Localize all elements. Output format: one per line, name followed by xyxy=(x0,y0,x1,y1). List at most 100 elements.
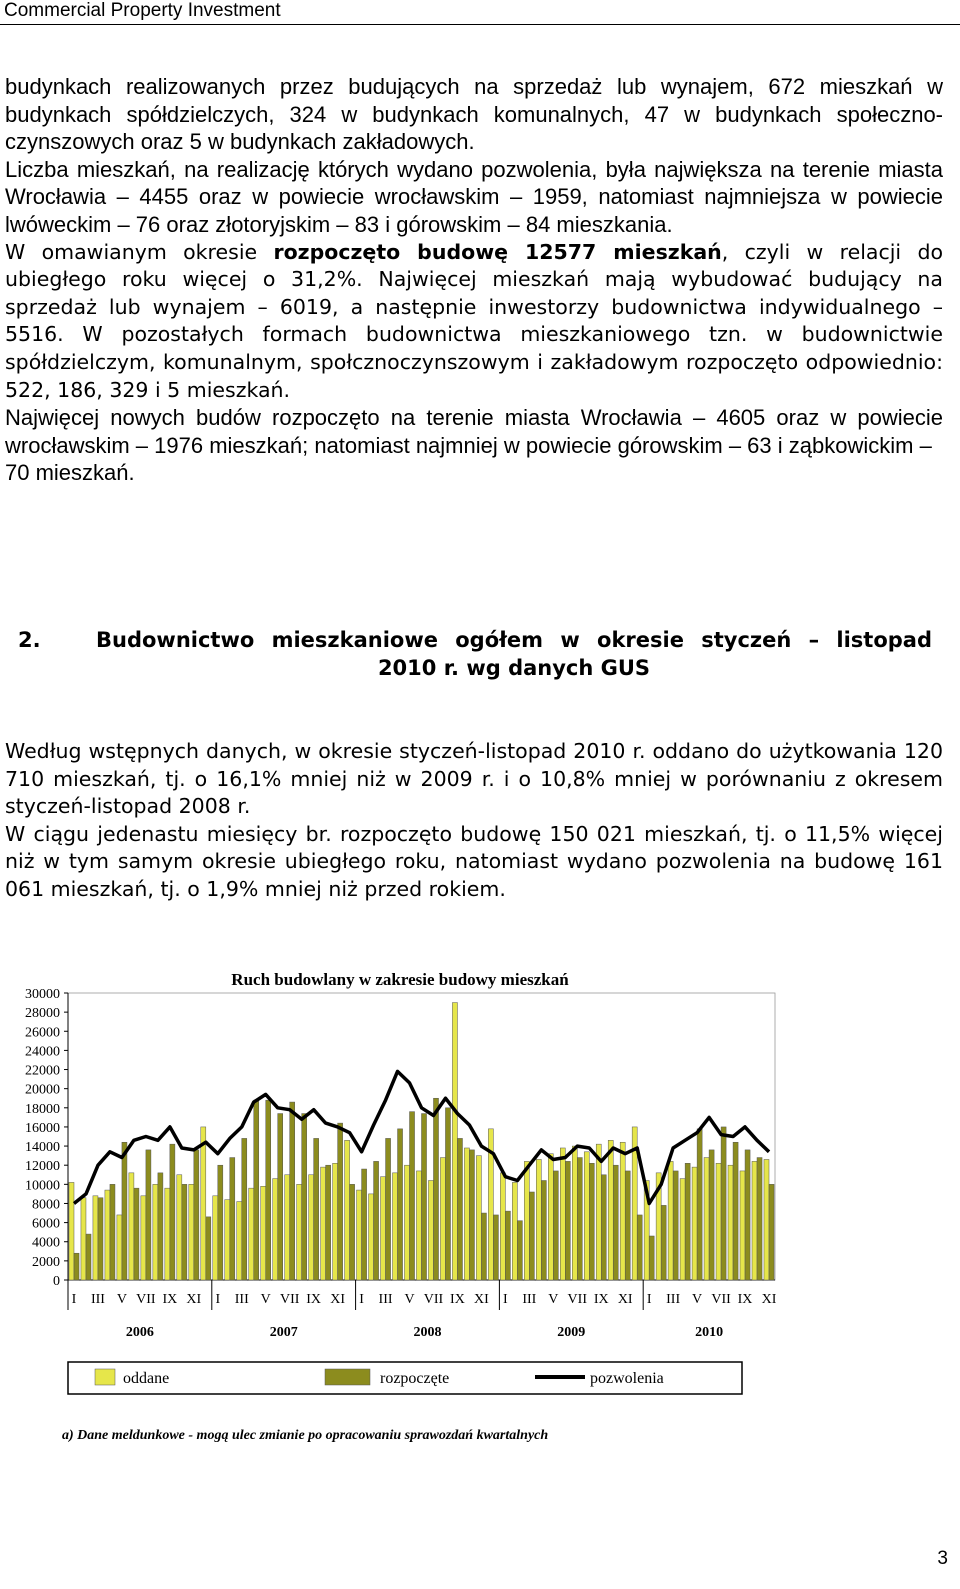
bar xyxy=(116,1214,123,1281)
bar xyxy=(212,1195,219,1281)
x-tick-label: V xyxy=(261,1292,271,1307)
bar xyxy=(296,1184,302,1281)
y-tick-label: 24000 xyxy=(25,1044,60,1059)
bar xyxy=(739,1170,746,1281)
bar xyxy=(481,1212,487,1281)
x-tick-label: XI xyxy=(186,1292,201,1307)
y-tick-label: 22000 xyxy=(25,1064,60,1079)
section-number: 2. xyxy=(18,628,41,652)
year-label: 2007 xyxy=(270,1325,298,1340)
bar xyxy=(464,1147,470,1281)
bar xyxy=(619,1141,626,1281)
bar xyxy=(140,1195,147,1281)
y-tick-label: 4000 xyxy=(32,1236,60,1251)
paragraph: W omawianym okresie rozpoczęto budowę 12… xyxy=(5,239,943,405)
bar xyxy=(691,1166,698,1281)
bar xyxy=(548,1153,554,1281)
bar xyxy=(272,1178,278,1281)
legend-label: rozpoczęte xyxy=(380,1370,449,1387)
bar xyxy=(332,1163,338,1281)
bar xyxy=(356,1189,362,1281)
bar xyxy=(152,1184,159,1281)
bar xyxy=(385,1138,391,1281)
bar xyxy=(703,1157,710,1281)
x-tick-label: I xyxy=(72,1292,77,1307)
page-number: 3 xyxy=(937,1548,948,1569)
text: W omawianym okresie xyxy=(5,239,274,264)
text: Najwięcej nowych budów rozpoczęto na ter… xyxy=(5,405,943,458)
bar xyxy=(488,1128,494,1281)
paragraph: Liczba mieszkań, na realizację których w… xyxy=(5,156,943,237)
bar xyxy=(404,1164,410,1281)
bar xyxy=(253,1099,260,1281)
bar xyxy=(763,1159,770,1281)
bar xyxy=(536,1159,542,1281)
bar xyxy=(469,1149,475,1281)
section-heading: 2. Budownictwo mieszkaniowe ogółem w okr… xyxy=(0,626,960,682)
bar xyxy=(128,1172,135,1281)
chart-title: Ruch budowlany w zakresie budowy mieszka… xyxy=(231,970,569,989)
bar xyxy=(157,1172,164,1281)
bar xyxy=(224,1199,231,1281)
legend-box xyxy=(67,1361,743,1395)
x-tick-label: V xyxy=(117,1292,127,1307)
bar xyxy=(308,1174,314,1281)
bar xyxy=(176,1174,183,1281)
x-tick-label: V xyxy=(404,1292,414,1307)
bar xyxy=(169,1143,176,1281)
x-tick-label: III xyxy=(91,1292,105,1307)
bar xyxy=(313,1138,319,1281)
bar xyxy=(631,1126,638,1281)
bar xyxy=(260,1185,266,1281)
x-tick-label: VII xyxy=(136,1292,156,1307)
x-tick-label: III xyxy=(379,1292,393,1307)
bar xyxy=(229,1157,236,1281)
bar xyxy=(500,1172,506,1281)
footnote: a) Dane meldunkowe - mogą ulec zmianie p… xyxy=(62,1428,548,1443)
legend-swatch xyxy=(94,1368,116,1386)
bar xyxy=(433,1097,439,1281)
section-1: budynkach realizowanych przez budujących… xyxy=(5,73,943,487)
x-tick-label: XI xyxy=(330,1292,345,1307)
bar xyxy=(648,1235,655,1281)
bar xyxy=(380,1176,386,1281)
x-tick-label: VII xyxy=(280,1292,300,1307)
header-title: Commercial Property Investment xyxy=(4,0,281,21)
bar xyxy=(284,1174,290,1281)
header-rule xyxy=(0,24,960,25)
bar xyxy=(512,1182,518,1281)
bar xyxy=(553,1170,559,1281)
bar xyxy=(133,1187,140,1281)
y-tick-label: 8000 xyxy=(32,1197,60,1212)
y-tick-label: 2000 xyxy=(32,1255,60,1270)
bar xyxy=(349,1184,355,1281)
bar xyxy=(416,1170,422,1281)
x-tick-label: VII xyxy=(711,1292,731,1307)
bar xyxy=(768,1184,775,1281)
bar xyxy=(121,1141,128,1281)
bar xyxy=(325,1164,331,1281)
bar xyxy=(589,1163,595,1281)
bar xyxy=(529,1191,535,1281)
legend-label: pozwolenia xyxy=(590,1370,664,1387)
bar xyxy=(667,1161,674,1281)
bar xyxy=(583,1151,590,1281)
bar xyxy=(164,1187,171,1281)
bar xyxy=(73,1252,80,1281)
bar xyxy=(428,1180,434,1281)
bar xyxy=(337,1122,343,1281)
y-tick-label: 18000 xyxy=(25,1102,60,1117)
bar xyxy=(524,1161,530,1281)
bar xyxy=(97,1197,104,1281)
text: , czyli w relacji do ubiegłego roku więc… xyxy=(5,239,944,402)
bar xyxy=(571,1145,578,1281)
legend-label: oddane xyxy=(123,1370,169,1387)
year-label: 2009 xyxy=(557,1325,585,1340)
bar xyxy=(505,1210,511,1281)
bar xyxy=(708,1149,715,1281)
bar xyxy=(672,1170,679,1281)
x-tick-label: VII xyxy=(424,1292,444,1307)
x-tick-label: XI xyxy=(762,1292,777,1307)
bar xyxy=(679,1178,686,1281)
bar xyxy=(188,1184,195,1281)
